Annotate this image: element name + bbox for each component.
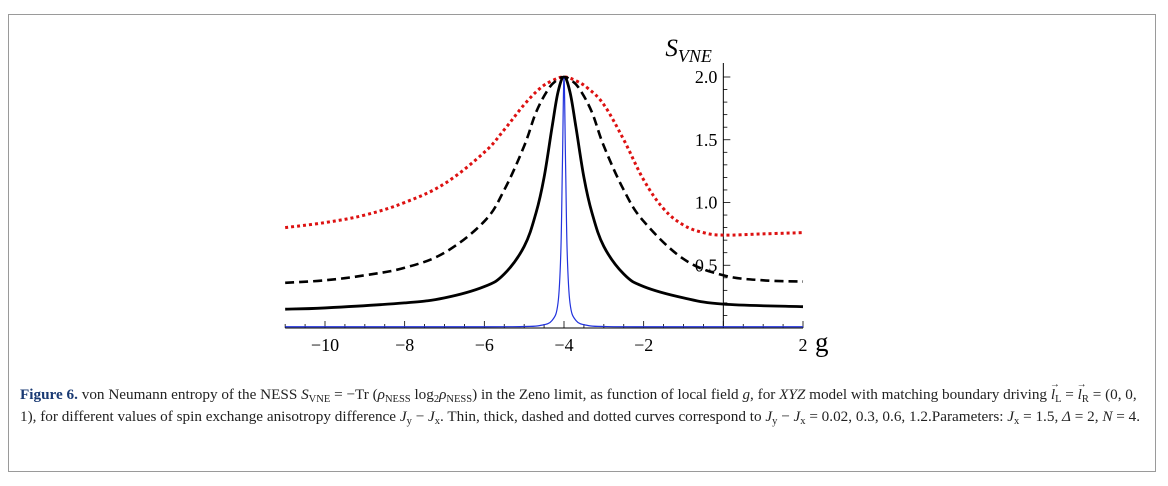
x-tick-label: −4 [554,335,573,355]
y-axis-label-sub: VNE [678,46,712,66]
x-tick-label: −8 [395,335,414,355]
chart-labels: −10 −8 −6 −4 −2 2 0.5 1.0 1.5 2.0 g SVNE [311,35,829,357]
figure-caption: Figure 6. von Neumann entropy of the NES… [20,374,1148,428]
x-tick-label: 2 [799,335,808,355]
series-dotted-curve [284,75,804,237]
y-tick-label: 1.0 [695,193,718,213]
x-axis-label: g [815,327,829,357]
x-tick-label: −10 [311,335,339,355]
chart-curves [284,75,804,328]
y-tick-label: 0.5 [695,255,718,275]
figure-frame [8,14,1156,472]
y-tick-label: 1.5 [695,130,718,150]
x-tick-label: −2 [634,335,653,355]
y-tick-label: 2.0 [695,67,718,87]
x-tick-label: −6 [475,335,494,355]
figure-label: Figure 6. [20,386,78,403]
series-thick-curve [285,75,804,311]
series-thin-curve [285,77,804,328]
chart-axes [284,63,804,329]
series-dashed-curve [285,75,804,285]
y-axis-label: SVNE [665,35,712,66]
